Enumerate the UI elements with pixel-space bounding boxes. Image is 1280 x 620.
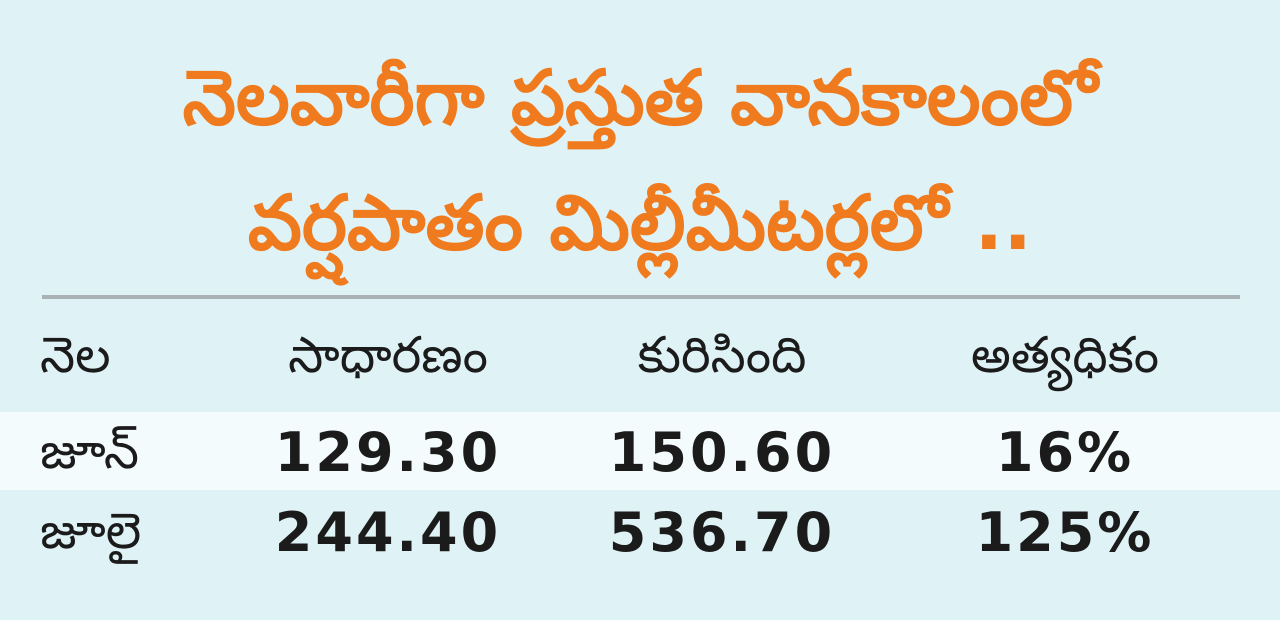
table-cell: 16%: [995, 421, 1135, 484]
table-cell: 244.40: [274, 501, 502, 564]
row-band: [0, 492, 1280, 570]
header-cell: సాధారణం: [288, 326, 488, 384]
header-cell: నెల: [40, 326, 111, 384]
table-cell: జూన్: [40, 422, 139, 480]
row-band: [0, 412, 1280, 490]
table-cell: 150.60: [608, 421, 836, 484]
table-cell: 125%: [975, 501, 1155, 564]
header-cell: అత్యధికం: [970, 326, 1160, 384]
table-cell: 536.70: [608, 501, 836, 564]
title-line: నెలవారీగా ప్రస్తుత వానకాలంలో: [182, 53, 1098, 142]
table-cell: 129.30: [274, 421, 502, 484]
table-cell: జూలై: [40, 502, 142, 560]
divider: [42, 295, 1240, 299]
title-line: వర్షపాతం మిల్లీమీటర్లలో ..: [247, 178, 1033, 267]
header-cell: కురిసింది: [637, 326, 807, 384]
